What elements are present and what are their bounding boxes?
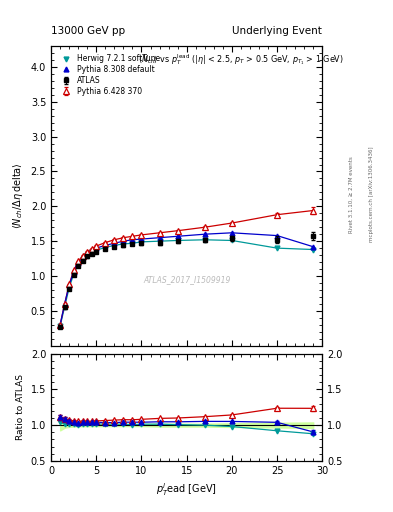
Herwig 7.2.1 softTune	[103, 244, 108, 250]
Herwig 7.2.1 softTune	[94, 247, 99, 253]
Pythia 8.308 default	[62, 301, 67, 307]
Herwig 7.2.1 softTune	[202, 237, 207, 243]
Pythia 8.308 default	[76, 260, 81, 266]
Pythia 8.308 default	[72, 269, 76, 275]
Pythia 8.308 default	[311, 244, 316, 250]
Text: ATLAS_2017_I1509919: ATLAS_2017_I1509919	[143, 275, 230, 284]
Pythia 8.308 default	[58, 322, 62, 328]
Herwig 7.2.1 softTune	[72, 271, 76, 277]
Pythia 8.308 default	[230, 230, 234, 236]
Line: Pythia 8.308 default: Pythia 8.308 default	[58, 230, 316, 327]
Herwig 7.2.1 softTune	[139, 239, 144, 245]
Pythia 8.308 default	[94, 245, 99, 251]
Herwig 7.2.1 softTune	[80, 256, 85, 262]
Herwig 7.2.1 softTune	[67, 285, 72, 291]
Herwig 7.2.1 softTune	[76, 262, 81, 268]
Pythia 8.308 default	[112, 240, 117, 246]
Text: $\langle N_{ch}\rangle$ vs $p_T^{\mathrm{lead}}$ ($|\eta|$ < 2.5, $p_T$ > 0.5 Ge: $\langle N_{ch}\rangle$ vs $p_T^{\mathrm…	[138, 52, 344, 67]
Herwig 7.2.1 softTune	[62, 304, 67, 310]
Pythia 8.308 default	[90, 247, 94, 253]
Pythia 8.308 default	[275, 232, 279, 239]
Text: Rivet 3.1.10, ≥ 2.7M events: Rivet 3.1.10, ≥ 2.7M events	[349, 156, 354, 233]
Herwig 7.2.1 softTune	[90, 249, 94, 255]
Herwig 7.2.1 softTune	[175, 238, 180, 244]
Pythia 8.308 default	[130, 237, 135, 243]
Pythia 8.308 default	[80, 254, 85, 260]
Pythia 8.308 default	[67, 282, 72, 288]
Text: Underlying Event: Underlying Event	[232, 26, 322, 36]
Herwig 7.2.1 softTune	[58, 323, 62, 329]
Herwig 7.2.1 softTune	[130, 240, 135, 246]
Pythia 8.308 default	[202, 231, 207, 237]
X-axis label: $p_T^l\mathrm{ead}$ [GeV]: $p_T^l\mathrm{ead}$ [GeV]	[156, 481, 217, 498]
Pythia 8.308 default	[157, 234, 162, 241]
Line: Herwig 7.2.1 softTune: Herwig 7.2.1 softTune	[58, 238, 316, 329]
Text: mcplots.cern.ch [arXiv:1306.3436]: mcplots.cern.ch [arXiv:1306.3436]	[369, 147, 374, 242]
Pythia 8.308 default	[85, 250, 90, 256]
Herwig 7.2.1 softTune	[112, 242, 117, 248]
Herwig 7.2.1 softTune	[311, 246, 316, 252]
Herwig 7.2.1 softTune	[157, 238, 162, 244]
Herwig 7.2.1 softTune	[85, 252, 90, 258]
Legend: Herwig 7.2.1 softTune, Pythia 8.308 default, ATLAS, Pythia 6.428 370: Herwig 7.2.1 softTune, Pythia 8.308 defa…	[58, 53, 162, 98]
Pythia 8.308 default	[103, 242, 108, 248]
Y-axis label: $\langle N_{ch} / \Delta\eta\,\mathrm{delta}\rangle$: $\langle N_{ch} / \Delta\eta\,\mathrm{de…	[11, 162, 25, 229]
Y-axis label: Ratio to ATLAS: Ratio to ATLAS	[16, 374, 25, 440]
Pythia 8.308 default	[121, 238, 126, 244]
Herwig 7.2.1 softTune	[230, 238, 234, 244]
Herwig 7.2.1 softTune	[121, 241, 126, 247]
Pythia 8.308 default	[139, 236, 144, 242]
Pythia 8.308 default	[175, 233, 180, 239]
Herwig 7.2.1 softTune	[275, 245, 279, 251]
Text: 13000 GeV pp: 13000 GeV pp	[51, 26, 125, 36]
